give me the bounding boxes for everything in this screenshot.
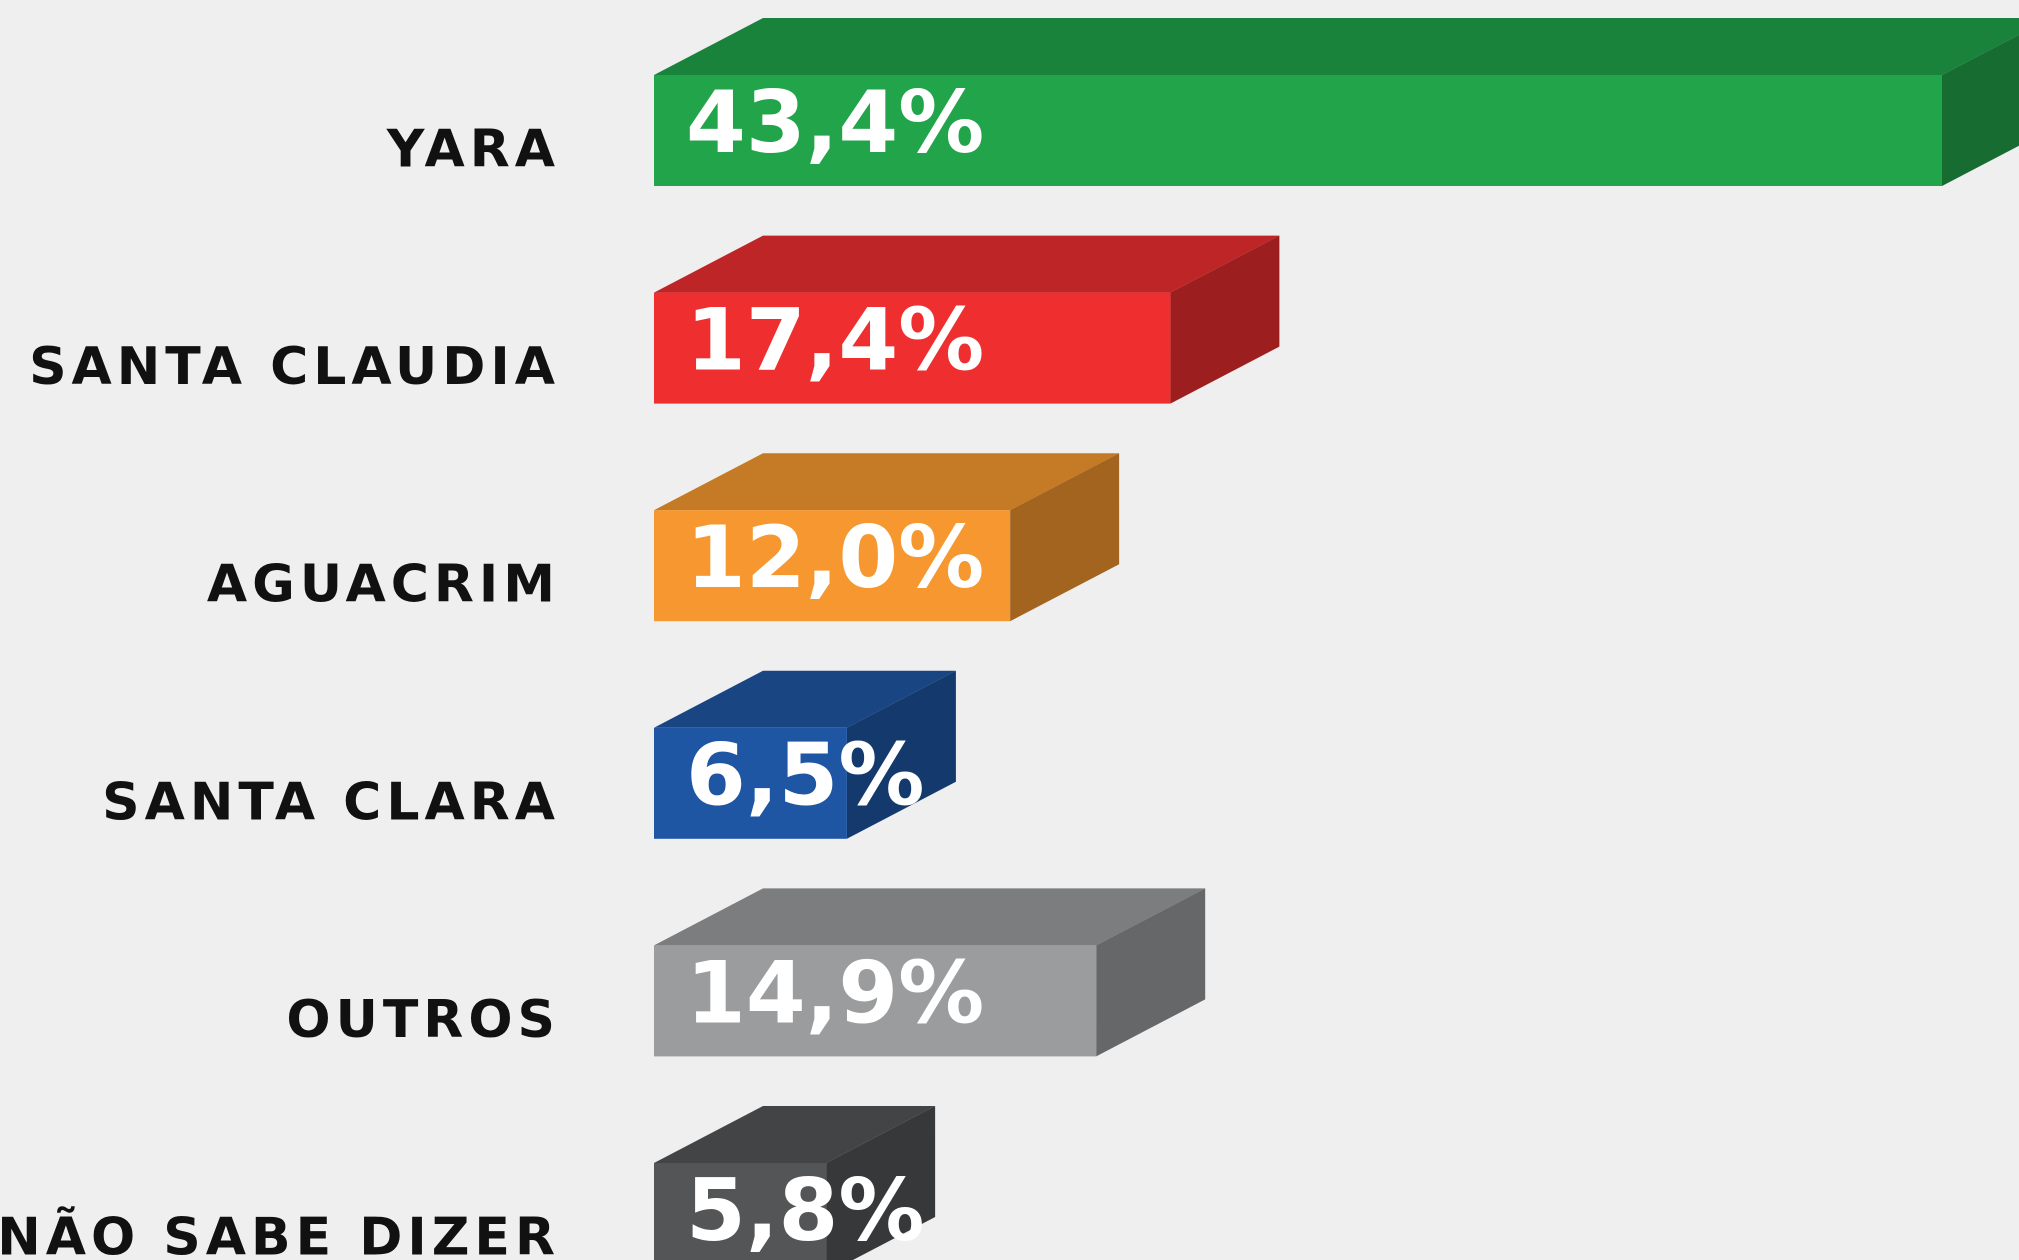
category-label: AGUACRIM [207,555,560,615]
value-label: 14,9% [686,943,984,1043]
bar [654,510,1011,622]
value-label: 12,0% [686,508,984,608]
category-label: SANTA CLARA [102,772,560,832]
bar [654,292,1171,404]
value-label: 5,8% [686,1161,925,1260]
bar [654,1163,827,1260]
value-label: 43,4% [686,73,984,173]
value-label: 17,4% [686,291,984,391]
bar [654,727,847,839]
bar-top [654,888,1206,946]
bar-top [654,1106,936,1163]
bar [654,945,1097,1057]
bar-side [1096,888,1206,1057]
category-label: NÃO SABE DIZER [0,1207,560,1260]
bar-side [1942,34,2019,186]
bar-side [1170,235,1280,404]
category-label: OUTROS [286,990,560,1050]
bar-top [654,453,1120,511]
bar-side [846,670,956,839]
bar-side [826,1106,936,1260]
bar-top [654,670,956,728]
bar [654,75,1942,186]
category-label: SANTA CLAUDIA [29,337,560,397]
value-label: 6,5% [686,726,925,826]
category-label: YARA [386,120,560,180]
bar-side [1010,453,1120,622]
bar-top [654,235,1280,293]
bar-top [654,18,2019,75]
